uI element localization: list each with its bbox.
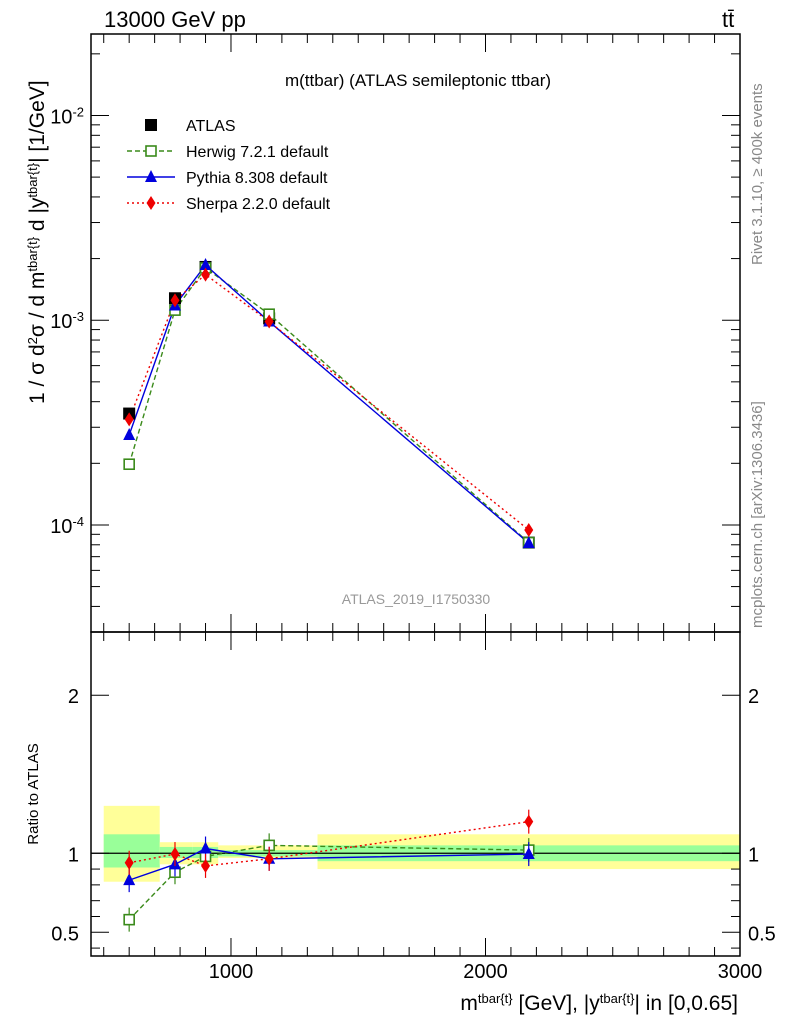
main-title: m(ttbar) (ATLAS semileptonic ttbar) (285, 71, 551, 90)
series-line (128, 266, 530, 544)
svg-text:1 / σ d2σ / d mtbar{t} d |ytba: 1 / σ d2σ / d mtbar{t} d |ytbar{t}| [1/G… (25, 80, 50, 404)
series-line (128, 264, 530, 544)
ratio-panel-ticks: 0.5 0.5 1 1 2 2 1000 2000 3000 (51, 632, 776, 983)
process-label: tt̄ (722, 7, 734, 32)
ratio-point (264, 851, 274, 866)
x-axis-title: mtbar{t} [GeV], |ytbar{t}| in [0,0.65] (460, 991, 738, 1016)
mcplots-label: mcplots.cern.ch [arXiv:1306.3436] (749, 401, 766, 628)
y-tick-label: 10-4 (50, 513, 84, 538)
legend-label: Sherpa 2.2.0 default (186, 196, 331, 213)
ratio-panel-frame (90, 631, 741, 957)
legend-label: Pythia 8.308 default (186, 170, 328, 187)
ratio-point (522, 847, 535, 860)
data-point (199, 258, 212, 271)
ratio-uncertainty-bands (91, 805, 740, 882)
ratio-y-tick-label: 1 (68, 844, 79, 866)
main-panel: 10-4 10-3 10-2 m(ttbar) (ATLAS semileptoni… (25, 33, 741, 633)
main-panel-ticks: 10-4 10-3 10-2 (50, 34, 741, 633)
data-point (123, 427, 136, 440)
legend-marker (145, 170, 157, 182)
ratio-y-tick-label: 2 (68, 686, 79, 708)
ratio-panel: 0.5 0.5 1 1 2 2 1000 2000 3000 Ratio to ATLAS mt… (25, 631, 776, 1016)
ratio-point (199, 841, 212, 854)
ratio-y-tick-label-right: 2 (748, 686, 759, 708)
data-point (264, 314, 274, 329)
legend-marker (146, 196, 156, 210)
y-axis-title: 1 / σ d2σ / d mtbar{t} d |ytbar{t}| [1/G… (25, 80, 50, 404)
x-tick-label: 3000 (718, 961, 763, 983)
ratio-y-tick-label-right: 0.5 (748, 923, 776, 945)
ratio-point (123, 873, 136, 886)
legend-marker (145, 145, 157, 157)
ratio-panel-data (123, 809, 535, 932)
y-tick-label: 10-3 (50, 309, 84, 334)
legend-label: Herwig 7.2.1 default (186, 144, 329, 161)
data-point (123, 458, 135, 471)
ratio-point (170, 847, 180, 862)
ratio-y-axis-title: Ratio to ATLAS (25, 743, 42, 844)
ratio-point (123, 913, 135, 926)
energy-label: 13000 GeV pp (104, 7, 246, 32)
legend: ATLAS Herwig 7.2.1 default Pythia 8.308 de… (127, 118, 331, 213)
ratio-series-line (129, 820, 529, 867)
ratio-point (201, 858, 211, 873)
legend-label: ATLAS (186, 118, 236, 135)
data-point (124, 412, 134, 427)
data-point (201, 267, 211, 282)
ratio-point (524, 814, 534, 829)
y-tick-label: 10-2 (50, 104, 84, 128)
rivet-label: Rivet 3.1.10, ≥ 400k events (749, 83, 766, 265)
legend-marker (145, 119, 157, 131)
main-panel-data (123, 258, 535, 549)
data-point (170, 293, 180, 308)
data-point (524, 522, 534, 537)
x-tick-label: 2000 (463, 961, 508, 983)
ratio-point (124, 855, 134, 870)
ratio-y-tick-label: 0.5 (51, 923, 79, 945)
analysis-watermark: ATLAS_2019_I1750330 (342, 591, 491, 607)
data-point (522, 536, 535, 549)
ratio-y-tick-label-right: 1 (748, 844, 759, 866)
x-tick-label: 1000 (209, 961, 254, 983)
